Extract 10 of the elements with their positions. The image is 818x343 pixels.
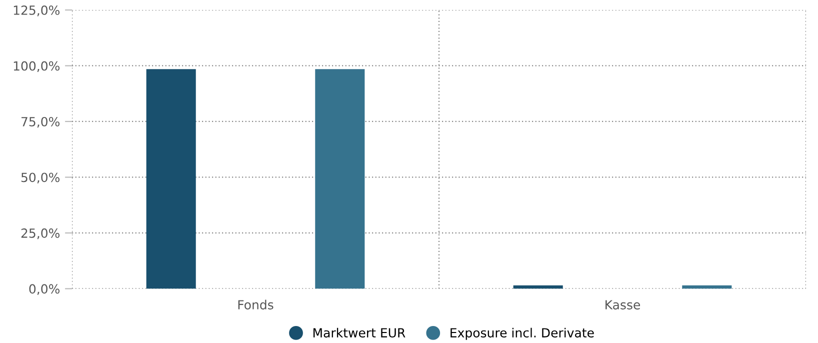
- y-tick-label: 0,0%: [29, 284, 60, 295]
- legend-label: Marktwert EUR: [313, 328, 406, 338]
- x-tick-label: Kasse: [606, 300, 640, 310]
- legend-label: Exposure incl. Derivate: [450, 328, 594, 340]
- y-tick-label: 50,0%: [21, 172, 60, 184]
- x-tick-label: Fonds: [238, 300, 274, 310]
- y-tick-label: 25,0%: [21, 228, 60, 240]
- y-tick-label: 75,0%: [22, 116, 60, 128]
- y-tick-label: 125,0%: [14, 5, 60, 16]
- y-tick-label: 100,0%: [14, 61, 60, 72]
